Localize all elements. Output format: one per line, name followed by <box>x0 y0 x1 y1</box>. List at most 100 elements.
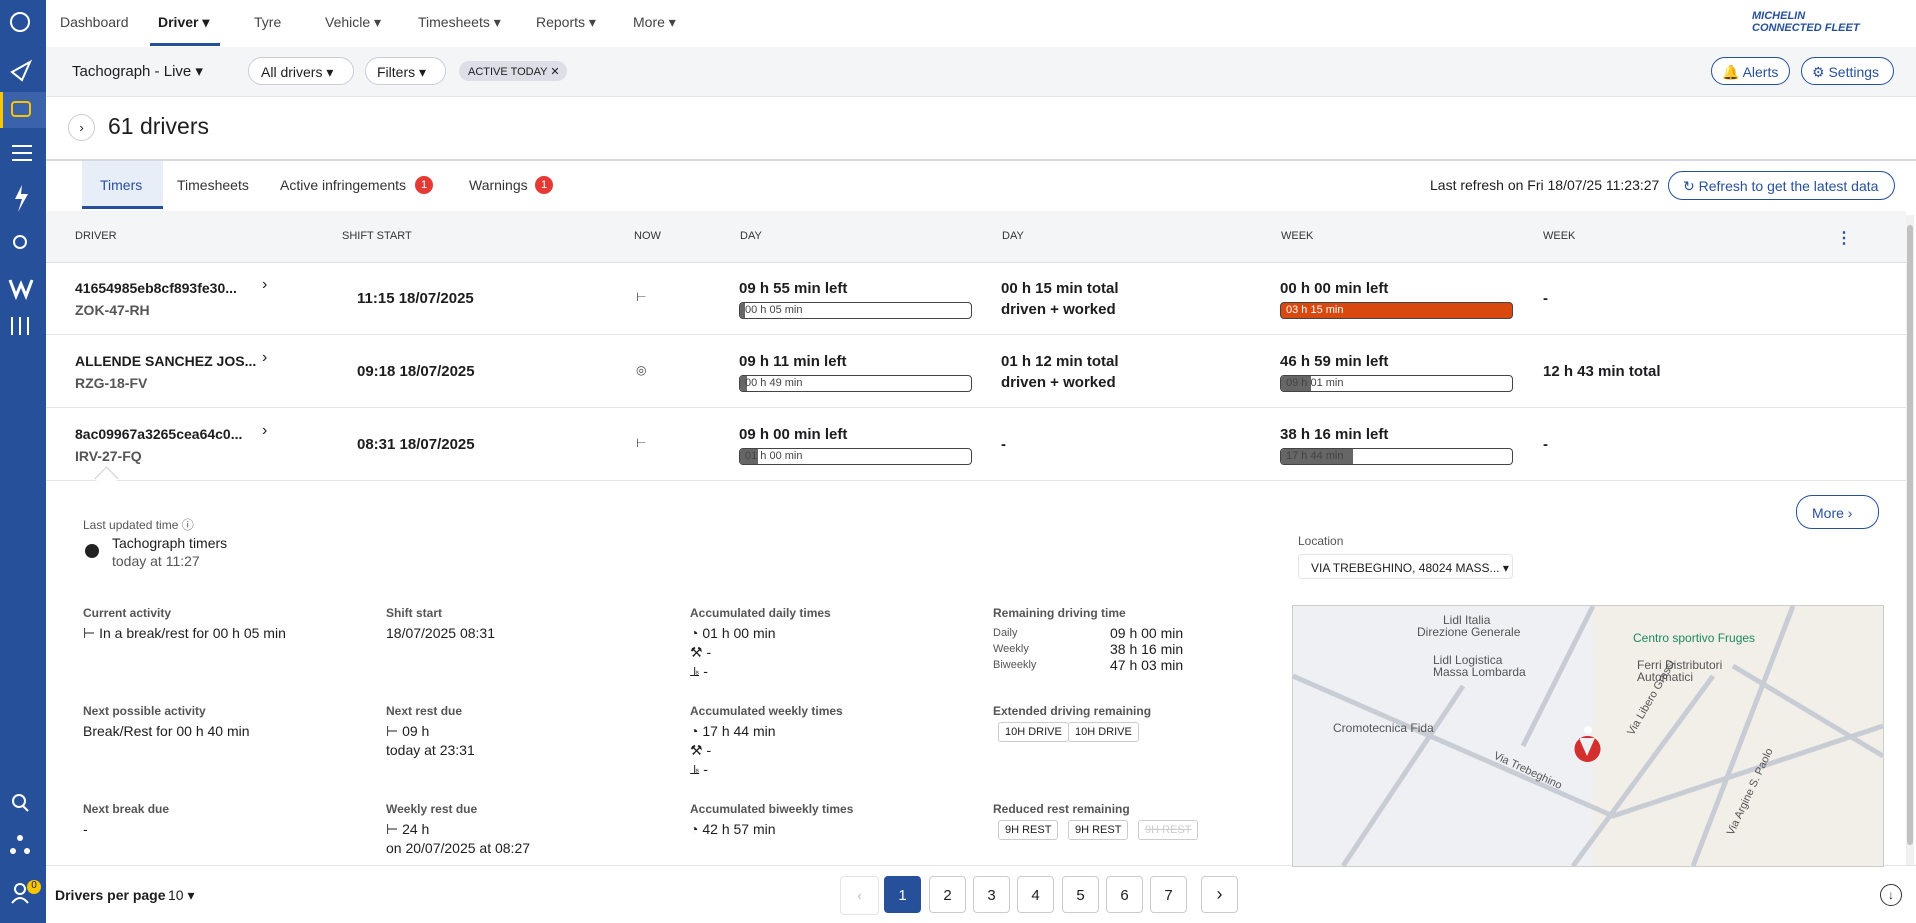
page-button[interactable]: 1 <box>884 876 921 913</box>
day-total: - <box>1001 436 1006 453</box>
per-page-select[interactable]: 10 ▾ <box>168 887 195 903</box>
driver-name[interactable]: 41654985eb8cf893fe30... <box>75 280 237 296</box>
plate: IRV-27-FQ <box>75 448 142 464</box>
page-button[interactable]: 2 <box>929 876 966 913</box>
column-header: DRIVER <box>75 230 117 242</box>
nav-item[interactable]: Reports ▾ <box>536 14 596 30</box>
row-divider <box>46 334 1906 335</box>
tab[interactable]: Active infringements <box>280 177 407 193</box>
logo: MICHELIN CONNECTED FLEET <box>1752 10 1860 34</box>
day-left: 09 h 55 min left <box>739 280 848 297</box>
tab[interactable]: Timesheets <box>177 177 249 193</box>
chip: 10H DRIVE <box>1068 722 1139 742</box>
filter-chip[interactable]: ACTIVE TODAY ✕ <box>459 61 567 81</box>
nav-item[interactable]: More ▾ <box>633 14 676 30</box>
progress-bar <box>739 448 972 465</box>
tab-badge: 1 <box>415 176 433 194</box>
tab[interactable]: Timers <box>100 177 143 193</box>
clock-icon <box>85 544 99 558</box>
page-button[interactable]: 6 <box>1106 876 1143 913</box>
map-label: Massa Lombarda <box>1433 665 1526 679</box>
field-value: ⚒ - <box>690 644 712 660</box>
day-left: 09 h 11 min left <box>739 353 847 370</box>
nav-item[interactable]: Dashboard <box>60 14 129 30</box>
pair-value: 38 h 16 min <box>1110 641 1184 657</box>
field-value: ◔ 01 h 00 min <box>690 625 776 641</box>
column-header: WEEK <box>1281 230 1314 242</box>
scroll-down[interactable]: ↓ <box>1880 884 1902 906</box>
page-prev[interactable]: ‹ <box>840 876 879 915</box>
driver-name[interactable]: 8ac09967a3265cea64c0... <box>75 426 243 442</box>
field-label: Remaining driving time <box>993 606 1126 620</box>
page-button[interactable]: 3 <box>973 876 1010 913</box>
tab[interactable]: Warnings <box>469 177 528 193</box>
now-icon: ◎ <box>636 363 647 377</box>
field-value: ⊢ 24 h <box>386 821 430 837</box>
alerts-button[interactable]: 🔔 Alerts <box>1711 57 1790 85</box>
week-total: - <box>1543 290 1548 307</box>
page-button[interactable]: 4 <box>1017 876 1054 913</box>
page-button[interactable]: 7 <box>1150 876 1187 913</box>
field-value: 18/07/2025 08:31 <box>386 625 495 641</box>
settings-button[interactable]: ⚙ Settings <box>1801 57 1894 85</box>
page-button[interactable]: 5 <box>1062 876 1099 913</box>
footer <box>46 865 1916 923</box>
tab-badge: 1 <box>535 176 553 194</box>
day-left: 09 h 00 min left <box>739 426 848 443</box>
chip-label: ACTIVE TODAY <box>468 66 548 78</box>
week-left: 38 h 16 min left <box>1280 426 1389 443</box>
per-page-value: 10 <box>168 887 184 903</box>
map-label: Centro sportivo Fruges <box>1633 631 1755 645</box>
top-nav <box>46 0 1916 46</box>
filters-button[interactable]: Filters ▾ <box>365 57 446 85</box>
page-title: 61 drivers <box>108 113 209 139</box>
page-next[interactable]: › <box>1201 876 1238 913</box>
column-menu[interactable]: ⋮ <box>1836 230 1852 247</box>
row-divider <box>46 407 1906 408</box>
nav-item[interactable]: Tyre <box>254 14 282 30</box>
map-label: Ferri Distributori <box>1637 658 1722 672</box>
refresh-button[interactable]: ↻ Refresh to get the latest data <box>1668 171 1895 200</box>
badge: 0 <box>31 880 37 891</box>
week-total: 12 h 43 min total <box>1543 363 1661 380</box>
shift-start: 11:15 18/07/2025 <box>357 290 474 307</box>
chip: 9H REST <box>998 820 1059 840</box>
pointer <box>94 466 119 491</box>
progress-bar <box>739 302 972 319</box>
day-total: 00 h 15 min total <box>1001 280 1119 297</box>
row-divider <box>46 480 1906 481</box>
day-total: 01 h 12 min total <box>1001 353 1119 370</box>
progress-label: 00 h 05 min <box>745 304 803 316</box>
pair-label: Daily <box>993 627 1018 639</box>
field-value: ⚒ - <box>690 742 712 758</box>
view-select[interactable]: Tachograph - Live ▾ <box>72 63 203 80</box>
progress-fill <box>1281 376 1312 391</box>
field-value: today at 23:31 <box>386 742 475 758</box>
field-value: on 20/07/2025 at 08:27 <box>386 840 531 856</box>
nav-item[interactable]: Timesheets ▾ <box>418 14 501 30</box>
more-button[interactable]: More › <box>1796 495 1879 529</box>
field-label: Current activity <box>83 606 172 620</box>
view-label: Tachograph - Live <box>72 63 192 80</box>
progress-fill <box>740 303 745 318</box>
expand-button[interactable]: › <box>68 114 95 141</box>
chip: 10H DRIVE <box>998 722 1069 742</box>
field-value: - <box>83 821 88 837</box>
progress-label: 00 h 49 min <box>745 377 803 389</box>
chip: 9H REST <box>1068 820 1129 840</box>
field-value: ◔ 17 h 44 min <box>690 723 776 739</box>
field-value: Break/Rest for 00 h 40 min <box>83 723 250 739</box>
field-value: ⫡ - <box>690 761 708 777</box>
nav-item[interactable]: Driver ▾ <box>158 14 210 30</box>
progress-bar <box>1280 302 1513 319</box>
pair-label: Weekly <box>993 643 1029 655</box>
row-chevron: › <box>262 422 268 439</box>
progress-fill <box>1281 449 1353 464</box>
driver-name[interactable]: ALLENDE SANCHEZ JOS... <box>75 353 257 369</box>
drivers-select[interactable]: All drivers ▾ <box>248 57 354 85</box>
refresh-button-label: Refresh to get the latest data <box>1698 178 1879 194</box>
location-select[interactable]: VIA TREBEGHINO, 48024 MASS... ▾ <box>1298 554 1513 579</box>
nav-item[interactable]: Vehicle ▾ <box>325 14 382 30</box>
toolbar <box>46 47 1916 97</box>
